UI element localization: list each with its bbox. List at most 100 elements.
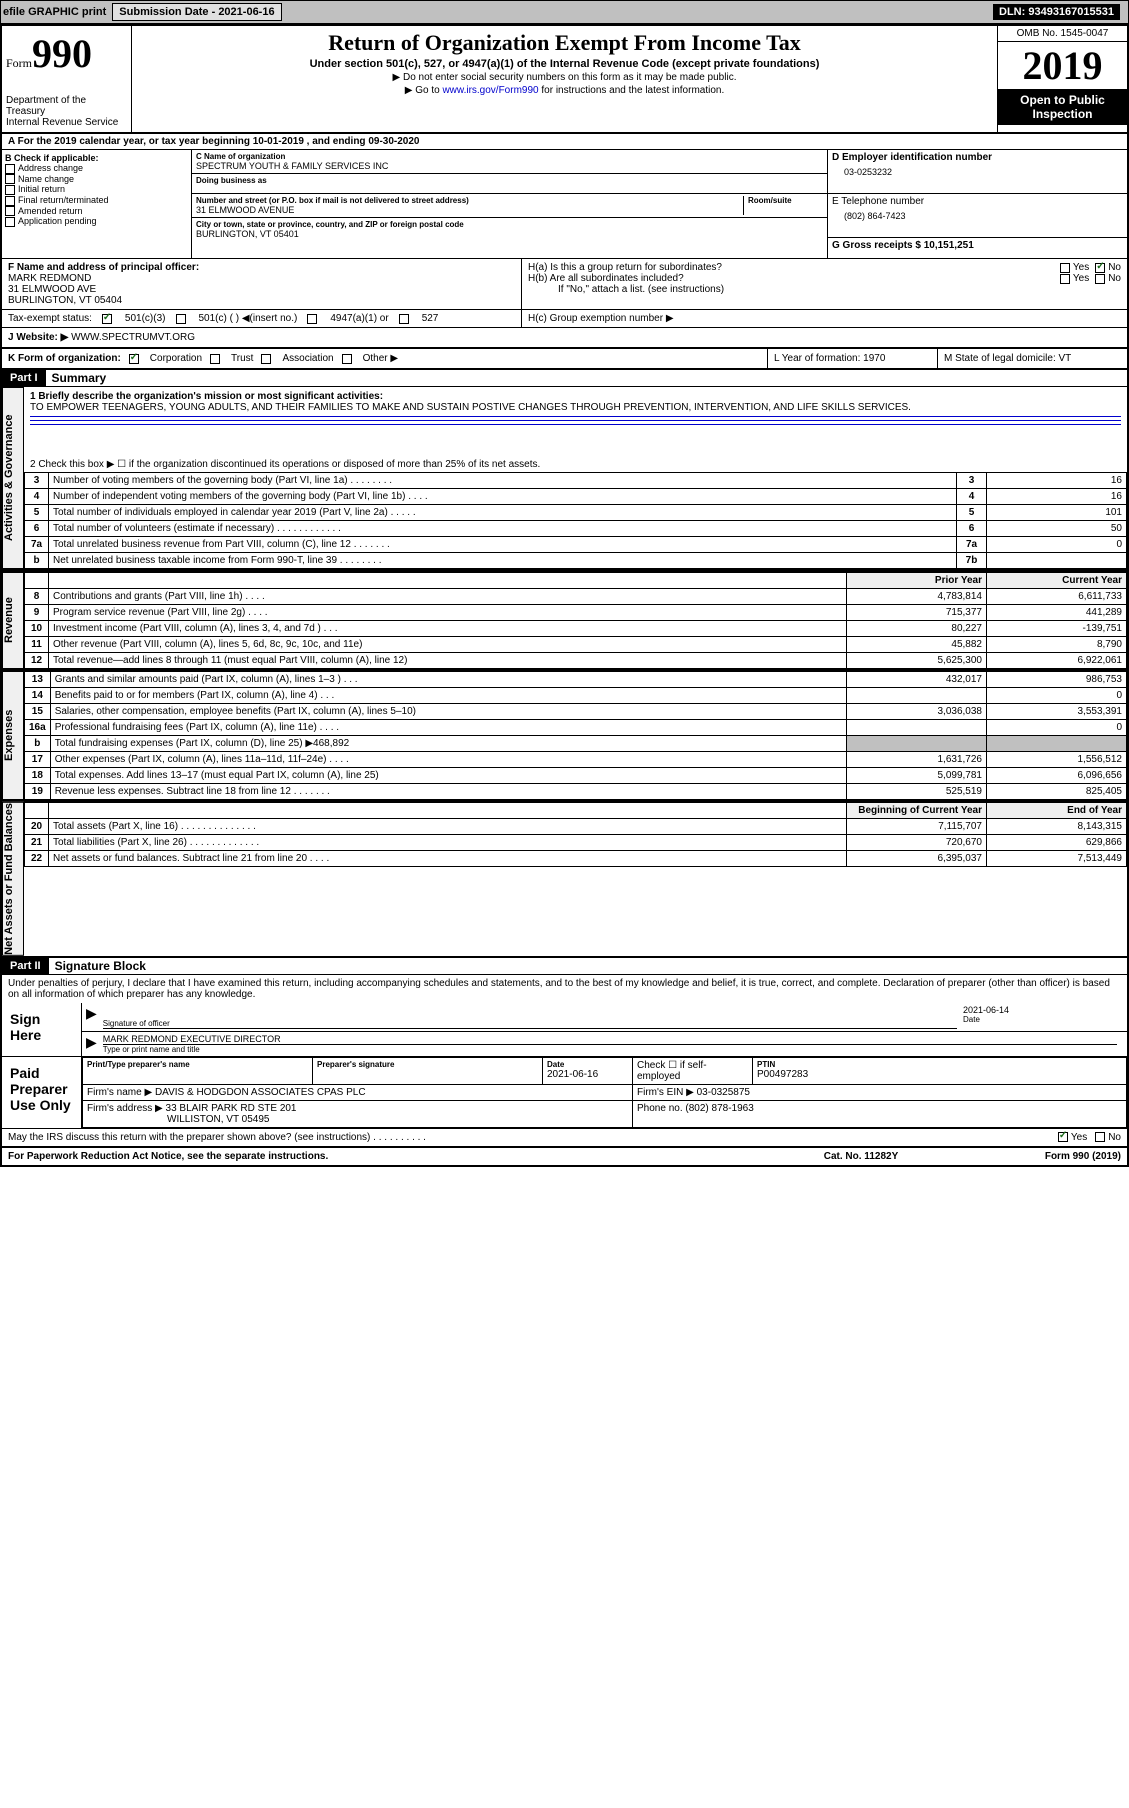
prior-year — [847, 720, 987, 736]
line-ref: 4 — [957, 489, 987, 505]
line-ref: 6 — [957, 521, 987, 537]
cb-4947[interactable] — [307, 314, 317, 324]
line-ref: 3 — [957, 473, 987, 489]
line-no: 19 — [25, 784, 51, 800]
dba-label: Doing business as — [196, 176, 823, 185]
website-value[interactable]: WWW.SPECTRUMVT.ORG — [71, 332, 195, 343]
line-desc: Total expenses. Add lines 13–17 (must eq… — [50, 768, 846, 784]
line-no: 15 — [25, 704, 51, 720]
prior-year: 720,670 — [847, 835, 987, 851]
line-no: 13 — [25, 672, 51, 688]
phone-value: (802) 864-7423 — [832, 207, 1123, 221]
form-990: Form990 Department of the Treasury Inter… — [0, 24, 1129, 1167]
officer-addr2: BURLINGTON, VT 05404 — [8, 295, 515, 306]
firm-addr2: WILLISTON, VT 05495 — [87, 1114, 269, 1125]
current-year: 629,866 — [987, 835, 1127, 851]
form-subtitle: Under section 501(c), 527, or 4947(a)(1)… — [136, 58, 993, 70]
officer-type-label: Type or print name and title — [103, 1044, 1117, 1054]
discuss-row: May the IRS discuss this return with the… — [2, 1129, 1127, 1148]
note-link: ▶ Go to www.irs.gov/Form990 for instruct… — [136, 85, 993, 96]
self-emp[interactable]: Check ☐ if self-employed — [637, 1060, 748, 1082]
org-name-label: C Name of organization — [196, 152, 823, 161]
cb-trust[interactable] — [210, 354, 220, 364]
cb-501c3[interactable] — [102, 314, 112, 324]
prior-year — [847, 736, 987, 752]
submission-date-btn[interactable]: Submission Date - 2021-06-16 — [112, 3, 281, 21]
line-desc: Revenue less expenses. Subtract line 18 … — [50, 784, 846, 800]
street-address: 31 ELMWOOD AVENUE — [196, 205, 743, 215]
box-b: B Check if applicable: Address change Na… — [2, 150, 192, 258]
hb-yes-cb[interactable] — [1060, 274, 1070, 284]
cb-other[interactable] — [342, 354, 352, 364]
line-desc: Investment income (Part VIII, column (A)… — [49, 621, 847, 637]
line-desc: Total fundraising expenses (Part IX, col… — [50, 736, 846, 752]
dept-label: Department of the Treasury — [6, 95, 127, 117]
ptin: P00497283 — [757, 1069, 1122, 1080]
tax-exempt: Tax-exempt status: 501(c)(3) 501(c) ( ) … — [2, 310, 522, 327]
discuss-label: May the IRS discuss this return with the… — [8, 1132, 1058, 1143]
line-no: 20 — [25, 819, 49, 835]
line-no: 18 — [25, 768, 51, 784]
current-year: 6,096,656 — [987, 768, 1127, 784]
line-desc: Total assets (Part X, line 16) . . . . .… — [49, 819, 847, 835]
hb-no-cb[interactable] — [1095, 274, 1105, 284]
cb-name-change[interactable]: Name change — [5, 174, 188, 185]
firm-phone: (802) 878-1963 — [685, 1103, 753, 1114]
sig-date-label: Date — [963, 1015, 1123, 1024]
cb-assoc[interactable] — [261, 354, 271, 364]
cb-final-return[interactable]: Final return/terminated — [5, 195, 188, 206]
row-j: J Website: ▶ WWW.SPECTRUMVT.ORG — [2, 328, 1127, 349]
irs-link[interactable]: www.irs.gov/Form990 — [442, 85, 538, 96]
prior-year: 7,115,707 — [847, 819, 987, 835]
revenue-table: Prior YearCurrent Year 8 Contributions a… — [24, 572, 1127, 669]
public-inspection: Open to Public Inspection — [998, 89, 1127, 125]
line-ref: 7b — [957, 553, 987, 569]
firm-name: DAVIS & HODGDON ASSOCIATES CPAS PLC — [155, 1087, 366, 1098]
vlabel-revenue: Revenue — [2, 572, 24, 669]
prior-year: 715,377 — [847, 605, 987, 621]
box-l: L Year of formation: 1970 — [767, 349, 937, 368]
netassets-table: Beginning of Current YearEnd of Year 20 … — [24, 802, 1127, 867]
cb-527[interactable] — [399, 314, 409, 324]
cb-address-change[interactable]: Address change — [5, 163, 188, 174]
line-no: b — [25, 736, 51, 752]
part2-title: Signature Block — [49, 959, 146, 973]
vlabel-netassets: Net Assets or Fund Balances — [2, 802, 24, 956]
cb-amended[interactable]: Amended return — [5, 206, 188, 217]
discuss-no-cb[interactable] — [1095, 1132, 1105, 1142]
city-state-zip: BURLINGTON, VT 05401 — [196, 229, 823, 239]
prior-year: 432,017 — [847, 672, 987, 688]
ha-yes-cb[interactable] — [1060, 263, 1070, 273]
line-desc: Net unrelated business taxable income fr… — [49, 553, 957, 569]
current-year: 825,405 — [987, 784, 1127, 800]
row-tax-hc: Tax-exempt status: 501(c)(3) 501(c) ( ) … — [2, 310, 1127, 328]
cb-initial-return[interactable]: Initial return — [5, 184, 188, 195]
cb-corp[interactable] — [129, 354, 139, 364]
section-bcdefg: B Check if applicable: Address change Na… — [2, 150, 1127, 259]
line-no: 9 — [25, 605, 49, 621]
line2: 2 Check this box ▶ ☐ if the organization… — [24, 457, 1127, 472]
top-bar: efile GRAPHIC print Submission Date - 20… — [0, 0, 1129, 24]
efile-label[interactable]: efile GRAPHIC print — [3, 6, 106, 18]
line-desc: Grants and similar amounts paid (Part IX… — [50, 672, 846, 688]
footer-left: For Paperwork Reduction Act Notice, see … — [8, 1151, 761, 1162]
row-klm: K Form of organization: Corporation Trus… — [2, 349, 1127, 370]
prior-year: 45,882 — [847, 637, 987, 653]
line-no: 10 — [25, 621, 49, 637]
grid-expenses: Expenses 13 Grants and similar amounts p… — [2, 671, 1127, 802]
line-desc: Program service revenue (Part VIII, line… — [49, 605, 847, 621]
prep-sig-label: Preparer's signature — [317, 1060, 538, 1069]
ha-no-cb[interactable] — [1095, 263, 1105, 273]
current-year: 7,513,449 — [987, 851, 1127, 867]
current-year: 1,556,512 — [987, 752, 1127, 768]
current-year: 0 — [987, 688, 1127, 704]
box-b-title: B Check if applicable: — [5, 153, 188, 163]
line-val — [987, 553, 1127, 569]
cb-501c[interactable] — [176, 314, 186, 324]
cb-application-pending[interactable]: Application pending — [5, 216, 188, 227]
line-ref: 7a — [957, 537, 987, 553]
arrow-icon: ▶ — [86, 1005, 97, 1029]
discuss-yes-cb[interactable] — [1058, 1132, 1068, 1142]
line-val: 0 — [987, 537, 1127, 553]
line-desc: Other expenses (Part IX, column (A), lin… — [50, 752, 846, 768]
